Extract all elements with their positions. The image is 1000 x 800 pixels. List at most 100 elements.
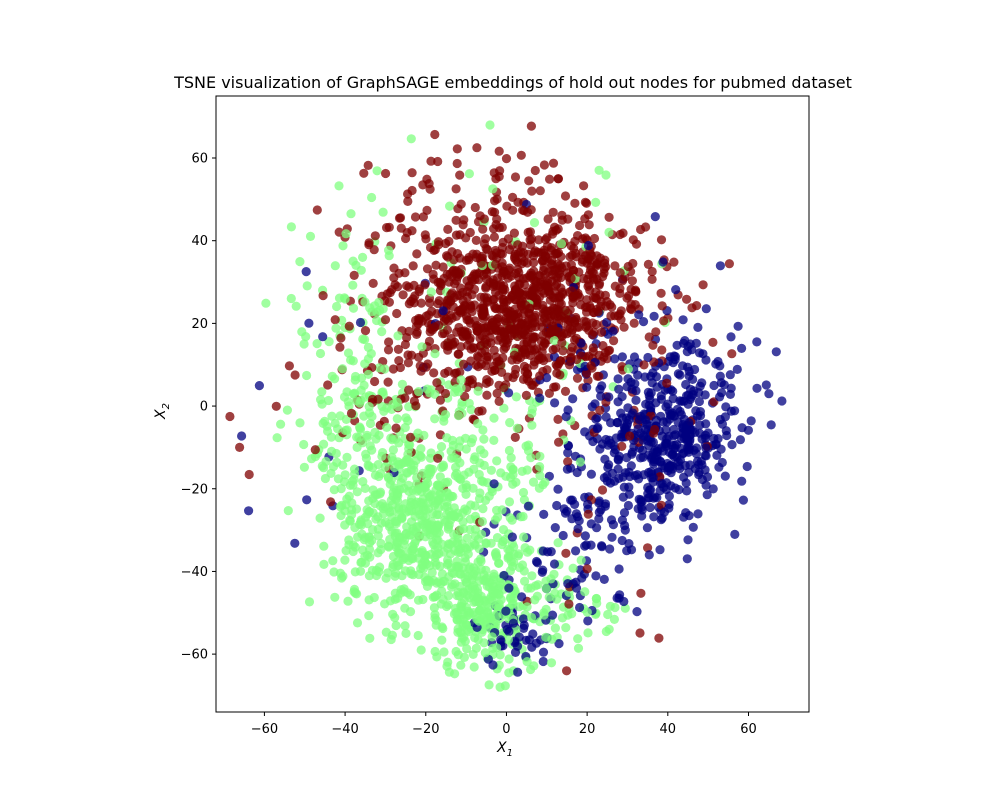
scatter-point: [453, 204, 463, 214]
scatter-point: [468, 343, 479, 353]
scatter-point: [573, 634, 583, 644]
scatter-point: [346, 209, 356, 219]
scatter-point: [665, 409, 675, 419]
scatter-point: [435, 395, 445, 405]
scatter-point: [624, 415, 634, 425]
scatter-point: [606, 418, 616, 428]
scatter-point: [669, 351, 679, 361]
scatter-point: [407, 185, 417, 196]
scatter-point: [566, 273, 576, 283]
scatter-point: [348, 256, 358, 266]
scatter-point: [420, 280, 430, 290]
scatter-point: [356, 265, 366, 275]
scatter-point: [678, 315, 688, 325]
scatter-point: [492, 642, 502, 653]
scatter-point: [467, 582, 477, 592]
scatter-point: [489, 479, 499, 489]
scatter-point: [603, 609, 613, 620]
scatter-point: [649, 311, 659, 321]
scatter-point: [355, 423, 365, 433]
scatter-point: [445, 539, 455, 550]
scatter-point: [425, 561, 435, 571]
scatter-point: [488, 317, 498, 327]
scatter-point: [541, 281, 551, 291]
scatter-point: [443, 555, 453, 565]
scatter-point: [317, 461, 327, 471]
scatter-point: [719, 380, 729, 390]
scatter-point: [344, 321, 354, 331]
scatter-point: [595, 405, 605, 415]
scatter-point: [535, 186, 545, 196]
scatter-point: [649, 512, 659, 522]
scatter-point: [508, 465, 518, 475]
scatter-point: [651, 415, 662, 425]
scatter-point: [438, 329, 448, 339]
scatter-point: [461, 444, 471, 454]
scatter-point: [643, 352, 653, 363]
scatter-point: [400, 621, 410, 631]
scatter-point: [566, 495, 576, 505]
scatter-point: [451, 646, 461, 657]
scatter-point: [370, 231, 380, 241]
scatter-point: [455, 458, 465, 468]
scatter-point: [360, 326, 371, 336]
scatter-point: [492, 388, 502, 398]
scatter-point: [319, 541, 329, 551]
scatter-point: [355, 317, 366, 328]
scatter-point: [546, 326, 557, 336]
scatter-point: [413, 428, 423, 438]
scatter-point: [370, 470, 381, 480]
scatter-point: [384, 297, 394, 307]
scatter-point: [459, 524, 469, 534]
scatter-point: [580, 197, 591, 207]
scatter-point: [618, 276, 628, 286]
scatter-point: [472, 571, 482, 581]
scatter-point: [453, 624, 463, 634]
scatter-point: [624, 489, 635, 499]
scatter-point: [679, 414, 690, 424]
scatter-point: [442, 433, 452, 443]
scatter-point: [286, 293, 296, 304]
scatter-point: [648, 477, 658, 487]
scatter-point: [521, 390, 532, 400]
scatter-point: [695, 420, 705, 430]
scatter-point: [641, 222, 651, 232]
scatter-point: [556, 311, 566, 321]
scatter-point: [604, 624, 614, 634]
scatter-point: [555, 370, 565, 380]
scatter-point: [522, 287, 532, 297]
scatter-point: [711, 359, 721, 369]
scatter-point: [442, 489, 452, 499]
scatter-point: [383, 377, 393, 387]
scatter-point: [643, 543, 653, 553]
scatter-point: [511, 477, 521, 487]
scatter-point: [743, 425, 754, 435]
scatter-point: [337, 364, 348, 374]
scatter-point: [390, 594, 400, 605]
scatter-point: [403, 196, 413, 206]
scatter-point: [438, 462, 448, 472]
scatter-point: [319, 559, 329, 570]
scatter-point: [473, 351, 483, 361]
scatter-point: [777, 396, 787, 406]
scatter-point: [318, 332, 328, 342]
y-axis-label-sub: 2: [161, 403, 172, 409]
scatter-point: [440, 502, 450, 512]
scatter-point: [669, 257, 679, 267]
scatter-point: [578, 234, 588, 244]
scatter-point: [353, 532, 363, 542]
scatter-point: [506, 453, 516, 463]
scatter-point: [644, 332, 654, 342]
scatter-point: [550, 588, 560, 598]
scatter-point: [633, 370, 643, 380]
scatter-point: [460, 553, 470, 563]
scatter-point: [499, 570, 509, 581]
scatter-point: [617, 352, 628, 362]
scatter-point: [370, 376, 380, 387]
scatter-point: [304, 318, 314, 328]
scatter-point: [433, 156, 443, 167]
scatter-point: [701, 443, 711, 453]
scatter-point: [413, 484, 423, 494]
scatter-point: [549, 559, 560, 569]
scatter-point: [535, 371, 545, 381]
